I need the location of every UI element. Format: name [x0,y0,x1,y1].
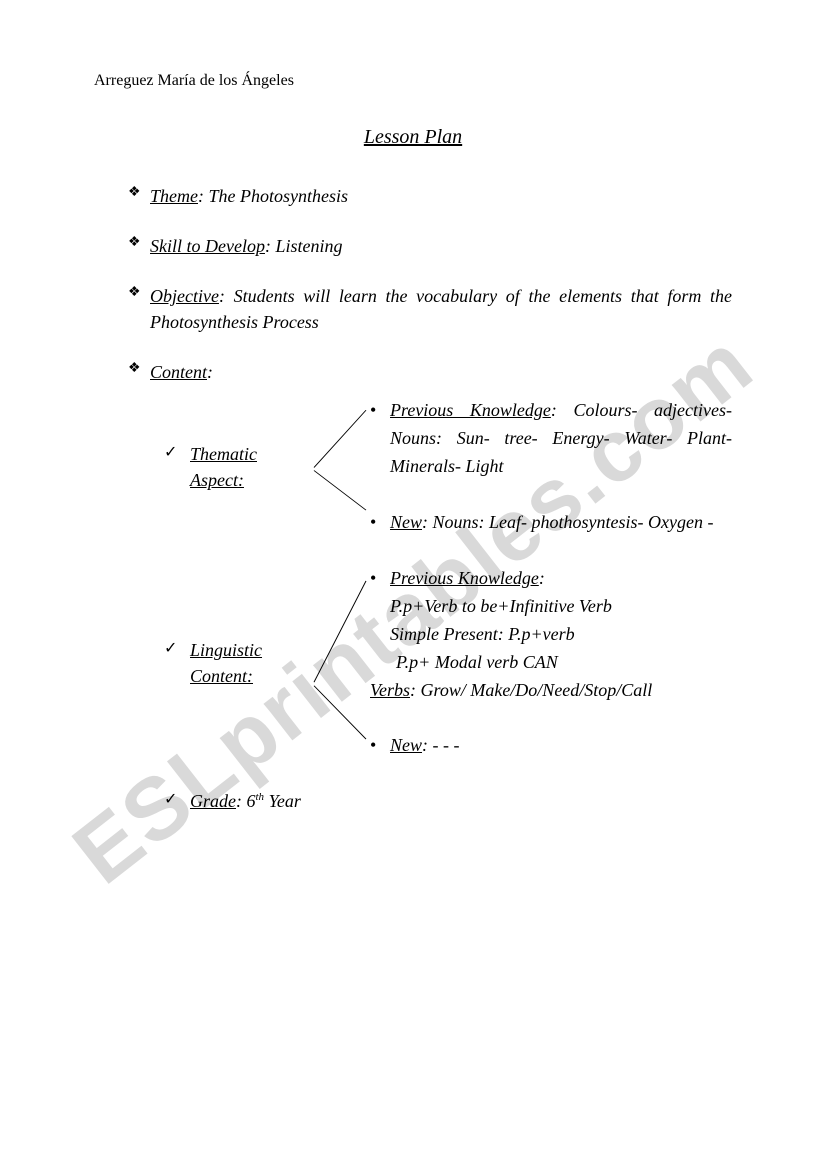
ling-line1: P.p+Verb to be+Infinitive Verb [390,593,732,621]
linguistic-new: New: - - - [370,732,732,760]
linguistic-content-label: Linguistic Content: [164,637,310,689]
ling-verbs: Verbs: Grow/ Make/Do/Need/Stop/Call [370,677,732,705]
linguistic-new-value: : - - - [422,735,459,755]
linguistic-previous-lines: P.p+Verb to be+Infinitive Verb Simple Pr… [390,593,732,705]
theme-label: Theme [150,186,198,206]
document-page: Arreguez María de los Ángeles Lesson Pla… [0,0,826,814]
content-colon: : [207,362,213,382]
main-list: Theme: The Photosynthesis Skill to Devel… [94,183,732,814]
thematic-new-value: : Nouns: Leaf- phothosyntesis- Oxygen - [422,512,713,532]
thematic-aspect-label: Thematic Aspect: [164,441,310,493]
linguistic-connector [310,565,370,760]
linguistic-previous-label: Previous Knowledge [390,568,539,588]
author-name: Arreguez María de los Ángeles [94,72,732,90]
grade-item: Grade: 6th Year [164,788,732,814]
thematic-new: New: Nouns: Leaf- phothosyntesis- Oxygen… [370,509,732,537]
ling-line3: P.p+ Modal verb CAN [390,649,732,677]
linguistic-previous-colon: : [539,568,545,588]
linguistic-label-text: Linguistic Content: [190,640,262,686]
linguistic-new-label: New [390,735,422,755]
skill-value: : Listening [265,236,343,256]
grade-list: Grade: 6th Year [150,788,732,814]
objective-value: : Students will learn the vocabulary of … [150,286,732,332]
item-theme: Theme: The Photosynthesis [128,183,732,209]
thematic-connector [310,397,370,537]
page-title: Lesson Plan [94,126,732,149]
thematic-previous-label: Previous Knowledge [390,400,551,420]
theme-value: : The Photosynthesis [198,186,348,206]
content-label: Content [150,362,207,382]
item-objective: Objective: Students will learn the vocab… [128,283,732,335]
grade-label: Grade [190,791,236,811]
verbs-label: Verbs [370,680,410,700]
item-content: Content: Thematic Aspect: [128,359,732,814]
thematic-previous: Previous Knowledge: Colours- adjectives-… [370,397,732,481]
content-block: Thematic Aspect: Previous Kn [150,397,732,814]
verbs-value: : Grow/ Make/Do/Need/Stop/Call [410,680,652,700]
grade-suffix: Year [264,791,301,811]
linguistic-content-row: Linguistic Content: Previous [150,565,732,760]
thematic-aspect-row: Thematic Aspect: Previous Kn [150,397,732,537]
skill-label: Skill to Develop [150,236,265,256]
grade-ordinal: th [256,791,265,803]
thematic-new-label: New [390,512,422,532]
thematic-label-text: Thematic Aspect: [190,444,257,490]
ling-line2: Simple Present: P.p+verb [390,621,732,649]
item-skill: Skill to Develop: Listening [128,233,732,259]
linguistic-previous: Previous Knowledge: P.p+Verb to be+Infin… [370,565,732,704]
objective-label: Objective [150,286,219,306]
grade-prefix: : 6 [236,791,256,811]
